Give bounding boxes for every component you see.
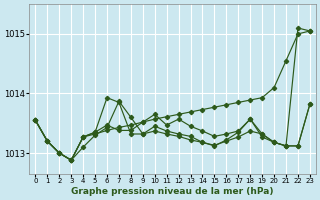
X-axis label: Graphe pression niveau de la mer (hPa): Graphe pression niveau de la mer (hPa) [71,187,274,196]
